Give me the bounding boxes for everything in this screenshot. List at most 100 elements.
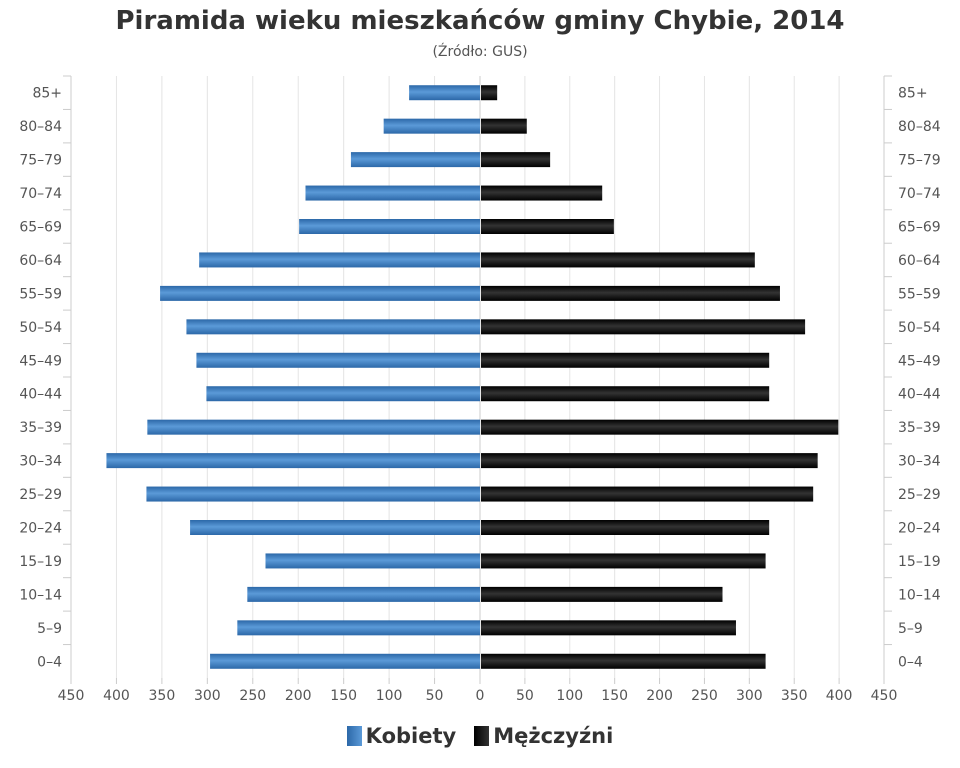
chart-subtitle: (Źródło: GUS) [432, 44, 528, 60]
bar-mezczyzni [481, 620, 736, 636]
bar-kobiety [265, 553, 480, 569]
y-tick-label-left: 15–19 [19, 554, 62, 570]
bar-mezczyzni [481, 185, 603, 201]
bar-mezczyzni [481, 219, 614, 234]
bar-mezczyzni [481, 352, 770, 368]
bar-mezczyzni [481, 285, 780, 301]
y-tick-label-left: 20–24 [19, 521, 62, 537]
y-tick-label-right: 65–69 [898, 220, 941, 236]
legend: Kobiety Mężczyźni [0, 724, 960, 748]
bar-kobiety [160, 285, 480, 301]
x-tick-label: 200 [285, 688, 312, 704]
y-tick-label-right: 45–49 [898, 353, 941, 369]
y-tick-label-left: 70–74 [19, 186, 62, 202]
bar-kobiety [210, 653, 480, 669]
x-tick-label: 200 [646, 688, 673, 704]
y-tick-label-right: 40–44 [898, 387, 941, 403]
bar-kobiety [190, 520, 480, 535]
bar-kobiety [146, 486, 480, 502]
y-tick-label-right: 70–74 [898, 186, 941, 202]
x-tick-label: 0 [476, 688, 485, 704]
y-tick-label-left: 45–49 [19, 353, 62, 369]
y-tick-label-right: 55–59 [898, 286, 941, 302]
y-tick-label-right: 80–84 [898, 119, 941, 135]
bar-kobiety [186, 319, 480, 335]
y-tick-label-right: 20–24 [898, 521, 941, 537]
y-tick-label-right: 15–19 [898, 554, 941, 570]
legend-label: Kobiety [365, 724, 457, 748]
bar-kobiety [409, 85, 480, 101]
bar-kobiety [237, 620, 480, 636]
bar-mezczyzni [481, 520, 770, 535]
bar-mezczyzni [481, 152, 551, 168]
bar-kobiety [199, 252, 481, 268]
bar-mezczyzni [481, 252, 755, 268]
y-tick-label-right: 5–9 [898, 621, 923, 637]
y-tick-label-left: 55–59 [19, 286, 62, 302]
bar-mezczyzni [481, 319, 806, 335]
y-tick-label-right: 35–39 [898, 420, 941, 436]
x-tick-label: 250 [239, 688, 266, 704]
chart-title: Piramida wieku mieszkańców gminy Chybie,… [115, 6, 845, 36]
bar-mezczyzni [481, 453, 818, 469]
bar-kobiety [196, 352, 480, 368]
y-tick-label-left: 35–39 [19, 420, 62, 436]
y-tick-label-right: 75–79 [898, 153, 941, 169]
y-tick-label-left: 85+ [32, 86, 62, 102]
bar-kobiety [106, 453, 481, 469]
y-tick-label-right: 30–34 [898, 454, 941, 470]
x-tick-label: 150 [601, 688, 628, 704]
x-tick-label: 350 [781, 688, 808, 704]
y-tick-label-left: 75–79 [19, 153, 62, 169]
bar-kobiety [383, 118, 480, 134]
bar-mezczyzni [481, 386, 770, 402]
x-tick-label: 350 [149, 688, 176, 704]
bar-kobiety [247, 586, 480, 602]
bar-mezczyzni [481, 486, 814, 502]
x-tick-label: 100 [556, 688, 583, 704]
bar-kobiety [299, 219, 480, 234]
y-tick-label-right: 10–14 [898, 587, 941, 603]
x-tick-label: 300 [736, 688, 763, 704]
bar-mezczyzni [481, 586, 723, 602]
legend-item-kobiety[interactable]: Kobiety [346, 724, 457, 748]
y-tick-label-left: 5–9 [37, 621, 62, 637]
y-tick-label-left: 40–44 [19, 387, 62, 403]
x-tick-label: 400 [103, 688, 130, 704]
bar-kobiety [350, 152, 480, 168]
x-tick-label: 450 [58, 688, 85, 704]
y-tick-label-left: 80–84 [19, 119, 62, 135]
y-tick-label-left: 30–34 [19, 454, 62, 470]
legend-swatch-mezczyzni [474, 726, 490, 746]
legend-item-mezczyzni[interactable]: Mężczyźni [474, 724, 613, 748]
bar-mezczyzni [481, 85, 498, 101]
bar-kobiety [305, 185, 480, 201]
y-tick-label-left: 65–69 [19, 220, 62, 236]
x-tick-label: 50 [516, 688, 534, 704]
y-tick-label-right: 50–54 [898, 320, 941, 336]
y-tick-label-left: 10–14 [19, 587, 62, 603]
bar-kobiety [206, 386, 480, 402]
bar-mezczyzni [481, 553, 766, 569]
bar-mezczyzni [481, 653, 766, 669]
legend-swatch-kobiety [346, 726, 362, 746]
y-tick-label-right: 0–4 [898, 654, 923, 670]
x-tick-label: 300 [194, 688, 221, 704]
y-tick-label-right: 25–29 [898, 487, 941, 503]
y-tick-label-left: 50–54 [19, 320, 62, 336]
x-tick-label: 100 [376, 688, 403, 704]
x-tick-label: 450 [871, 688, 898, 704]
bar-kobiety [147, 419, 480, 435]
y-tick-label-right: 60–64 [898, 253, 941, 269]
x-tick-label: 250 [691, 688, 718, 704]
bar-mezczyzni [481, 118, 527, 134]
y-tick-label-left: 25–29 [19, 487, 62, 503]
y-tick-label-right: 85+ [898, 86, 928, 102]
bar-mezczyzni [481, 419, 839, 435]
y-tick-label-left: 60–64 [19, 253, 62, 269]
x-tick-label: 50 [426, 688, 444, 704]
y-tick-label-left: 0–4 [37, 654, 62, 670]
x-tick-label: 400 [826, 688, 853, 704]
legend-label: Mężczyźni [493, 724, 614, 748]
